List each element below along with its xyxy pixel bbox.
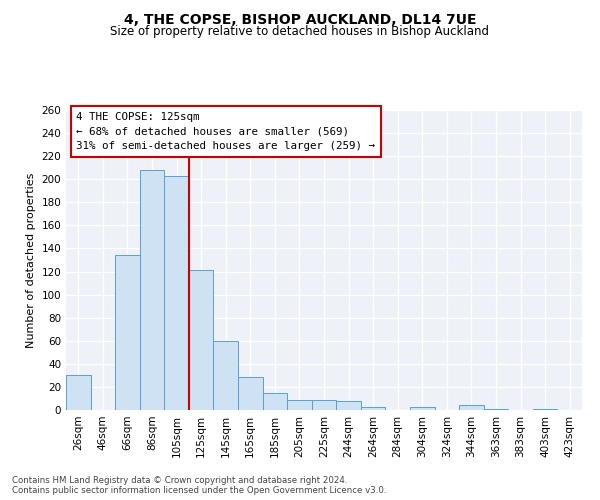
Text: Contains HM Land Registry data © Crown copyright and database right 2024.: Contains HM Land Registry data © Crown c… [12, 476, 347, 485]
Bar [189, 270, 214, 410]
Bar [238, 376, 263, 410]
Text: Size of property relative to detached houses in Bishop Auckland: Size of property relative to detached ho… [110, 25, 490, 38]
Bar [410, 406, 434, 410]
Bar [533, 409, 557, 410]
Y-axis label: Number of detached properties: Number of detached properties [26, 172, 36, 348]
Bar [263, 392, 287, 410]
Bar [214, 341, 238, 410]
Bar [164, 176, 189, 410]
Text: Contains public sector information licensed under the Open Government Licence v3: Contains public sector information licen… [12, 486, 386, 495]
Bar [287, 400, 312, 410]
Bar [336, 401, 361, 410]
Bar [115, 256, 140, 410]
Bar [484, 409, 508, 410]
Text: 4 THE COPSE: 125sqm
← 68% of detached houses are smaller (569)
31% of semi-detac: 4 THE COPSE: 125sqm ← 68% of detached ho… [76, 112, 376, 151]
Bar [459, 406, 484, 410]
Text: 4, THE COPSE, BISHOP AUCKLAND, DL14 7UE: 4, THE COPSE, BISHOP AUCKLAND, DL14 7UE [124, 12, 476, 26]
Bar [140, 170, 164, 410]
Bar [312, 400, 336, 410]
Bar [361, 406, 385, 410]
Bar [66, 376, 91, 410]
